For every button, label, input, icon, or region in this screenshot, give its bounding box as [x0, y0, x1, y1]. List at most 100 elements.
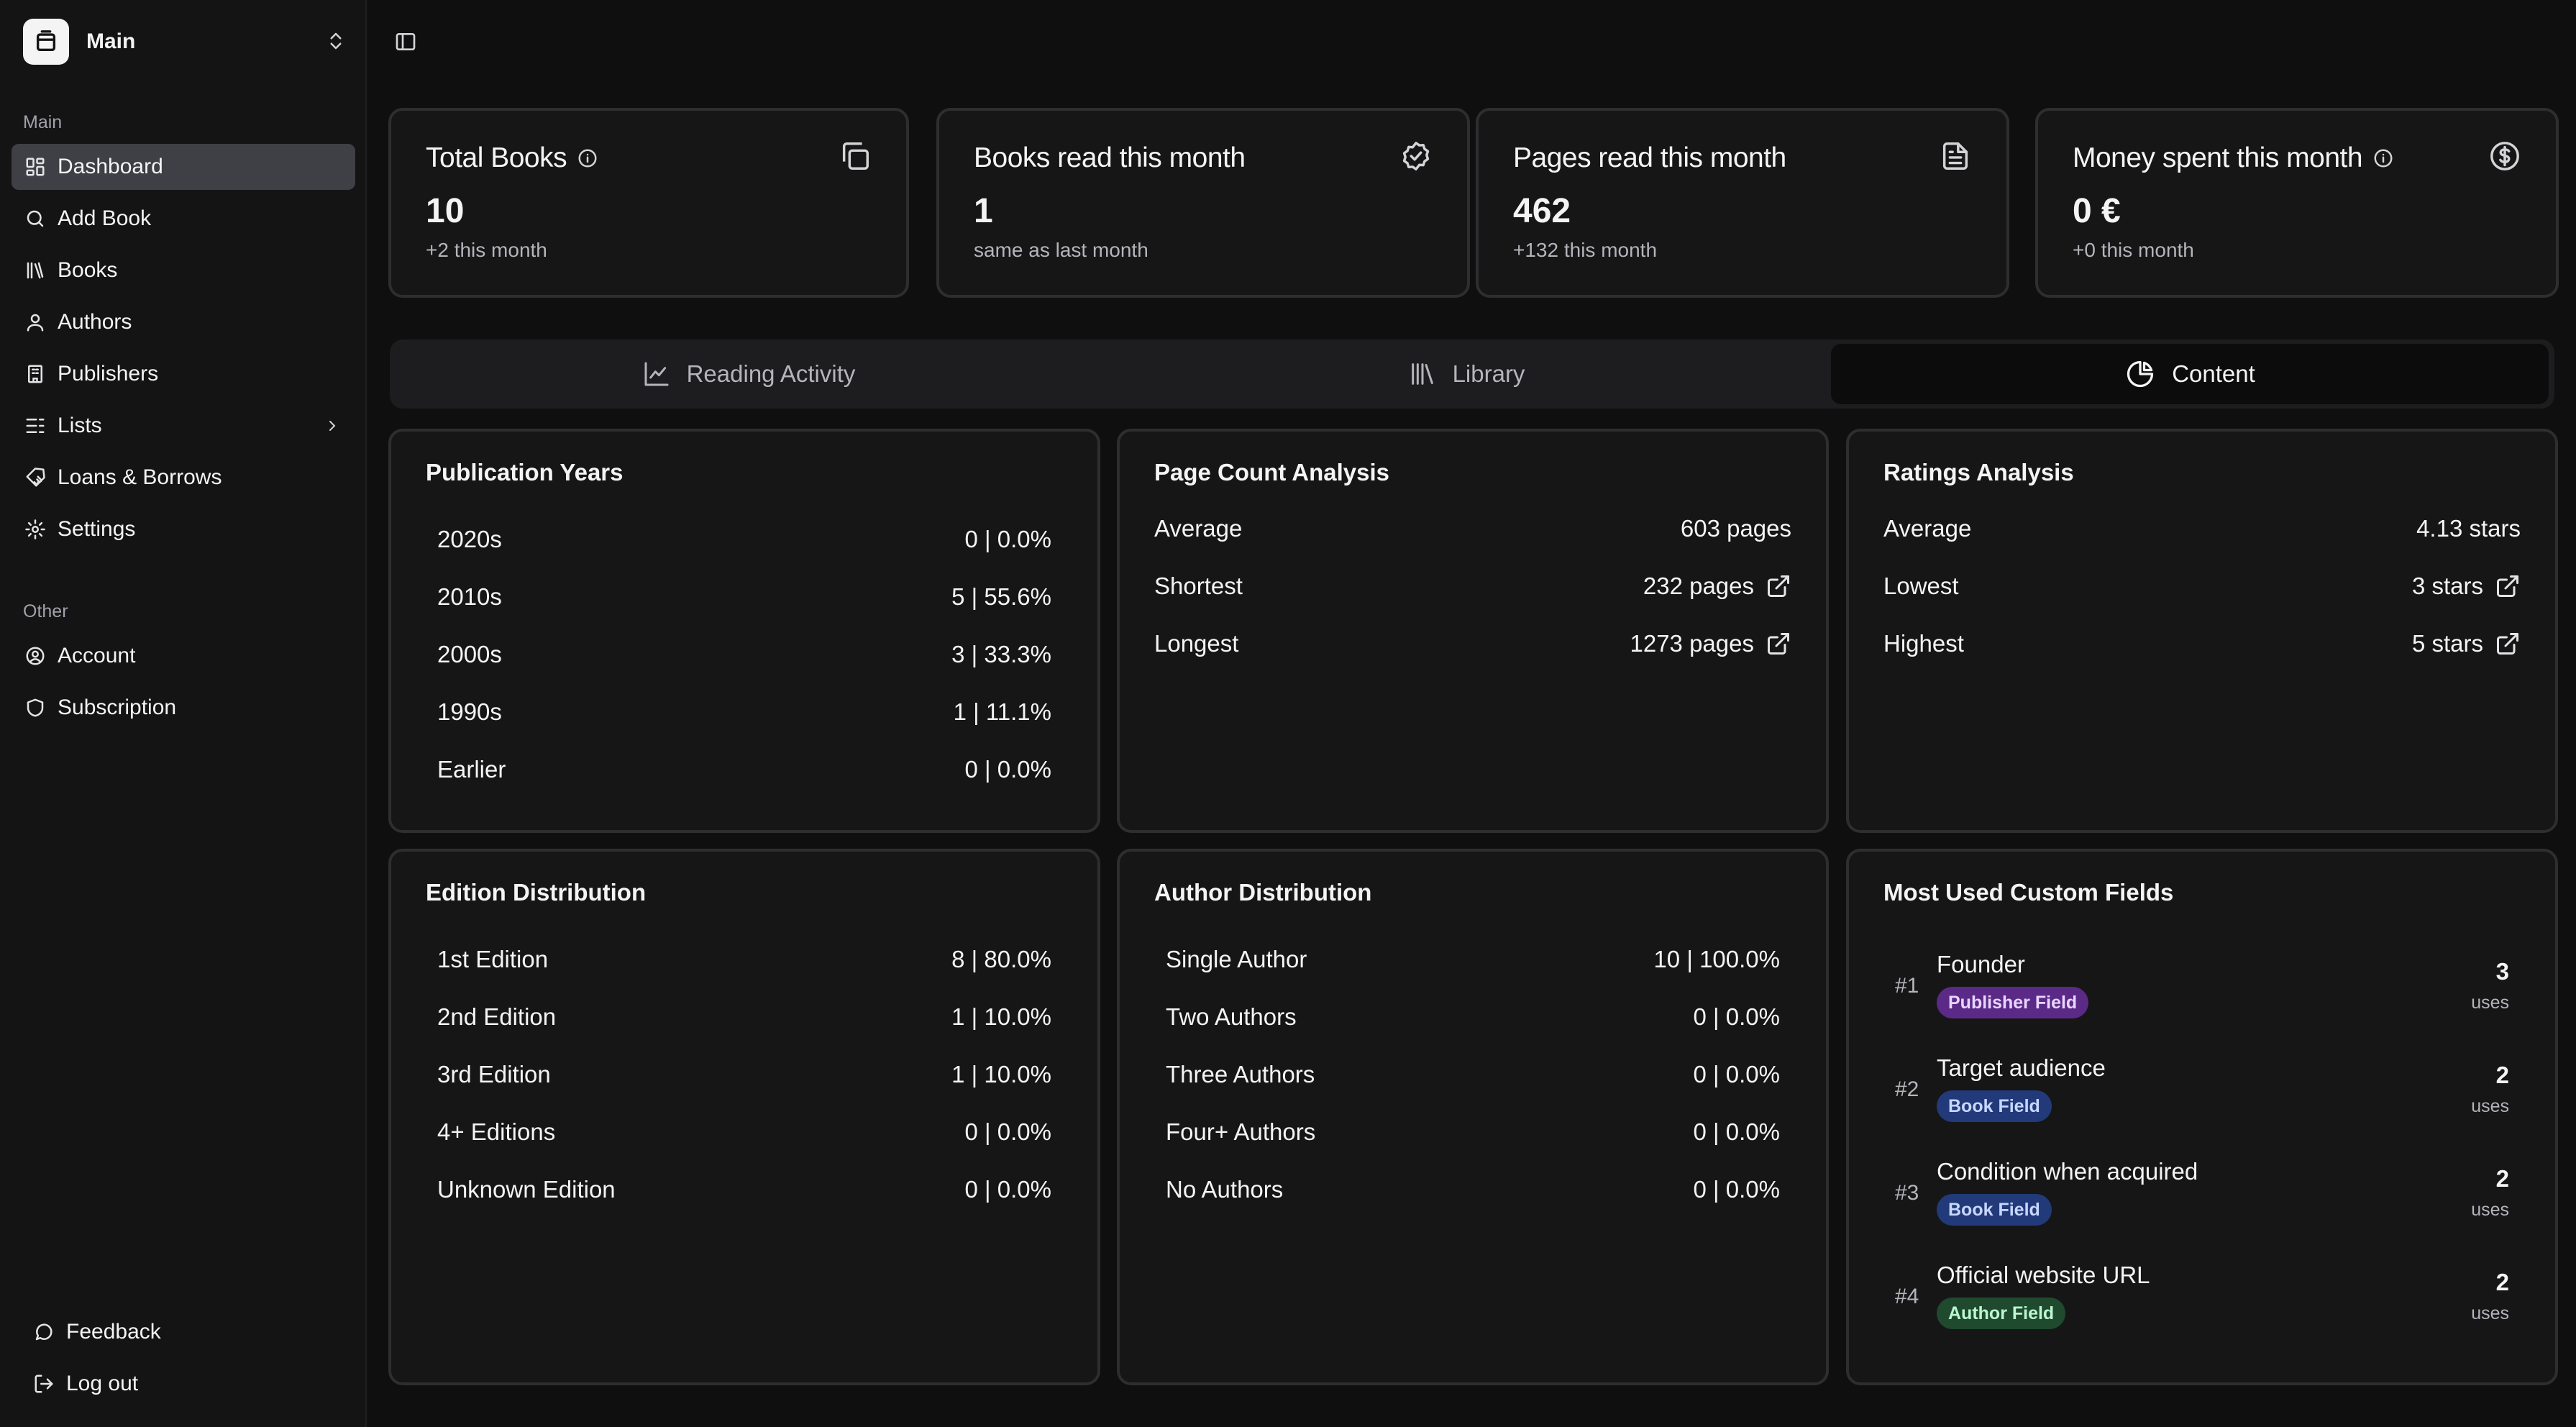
- sidebar-item-publishers[interactable]: Publishers: [12, 351, 355, 397]
- chevrons-up-down-icon[interactable]: [325, 30, 347, 52]
- sidebar-item-label: Add Book: [58, 206, 152, 230]
- pie-chart-icon: [2127, 360, 2154, 388]
- chevron-right-icon: [329, 421, 336, 431]
- sidebar-item-label: Feedback: [66, 1320, 161, 1344]
- stat-value: 0 €: [2073, 192, 2121, 230]
- list-item: 1st Edition 8 | 80.0%: [437, 942, 1051, 977]
- list-item: 3rd Edition 1 | 10.0%: [437, 1057, 1051, 1093]
- stat-subtext: +0 this month: [2073, 239, 2194, 261]
- row-value: 8 | 80.0%: [951, 946, 1051, 972]
- toggle-sidebar-button[interactable]: [394, 30, 417, 53]
- tab-content[interactable]: Content: [1831, 344, 2549, 404]
- tab-library[interactable]: Library: [1112, 344, 1821, 404]
- external-link-icon[interactable]: [1766, 631, 1791, 657]
- custom-fields-panel: Most Used Custom Fields #1 Founder Publi…: [1846, 849, 2558, 1385]
- rank: #3: [1895, 1181, 1919, 1205]
- field-name: Condition when acquired: [1937, 1158, 2198, 1185]
- row-value: 1 | 11.1%: [953, 698, 1051, 725]
- list-item: 2nd Edition 1 | 10.0%: [437, 999, 1051, 1035]
- custom-field-row[interactable]: #2 Target audience Book Field 2 uses: [1895, 1052, 2509, 1131]
- sidebar-item-lists[interactable]: Lists: [12, 403, 355, 449]
- row-label: 4+ Editions: [437, 1118, 556, 1145]
- tab-label: Content: [2172, 360, 2255, 387]
- row-value: 0 | 0.0%: [964, 526, 1051, 552]
- stat-subtext: same as last month: [974, 239, 1148, 261]
- list-item: No Authors 0 | 0.0%: [1166, 1172, 1780, 1208]
- info-icon[interactable]: [577, 147, 598, 169]
- row-label: 3rd Edition: [437, 1061, 551, 1088]
- rank: #4: [1895, 1285, 1919, 1308]
- sidebar: Main Main Dashboard Add Book Books Autho…: [0, 0, 367, 1427]
- workspace-switcher[interactable]: Main: [23, 17, 347, 66]
- stat-card-money-spent: Money spent this month 0 € +0 this month: [2035, 108, 2559, 298]
- other-nav: Account Subscription: [12, 633, 355, 737]
- row-value: 3 stars: [2411, 573, 2483, 599]
- stat-title: Money spent this month: [2073, 142, 2363, 173]
- row-label: Three Authors: [1166, 1061, 1315, 1088]
- building-icon: [28, 365, 42, 383]
- custom-field-row[interactable]: #1 Founder Publisher Field 3 uses: [1895, 948, 2509, 1027]
- dashboard-tabs: Reading Activity Library Content: [390, 339, 2554, 409]
- list-item: Average 4.13 stars: [1883, 511, 2521, 547]
- stat-value: 10: [426, 192, 465, 230]
- row-label: Longest: [1154, 630, 1239, 657]
- sidebar-item-add-book[interactable]: Add Book: [12, 196, 355, 242]
- rank: #1: [1895, 974, 1919, 998]
- use-count: 3: [2495, 958, 2509, 985]
- row-label: Average: [1154, 515, 1243, 542]
- search-icon: [27, 210, 44, 227]
- row-label: Highest: [1883, 630, 1964, 657]
- list-item: 4+ Editions 0 | 0.0%: [437, 1114, 1051, 1150]
- section-label-other: Other: [23, 601, 68, 621]
- line-chart-icon: [644, 362, 669, 386]
- panel-title: Ratings Analysis: [1883, 459, 2074, 485]
- sidebar-item-label: Loans & Borrows: [58, 465, 222, 489]
- sidebar-item-logout[interactable]: Log out: [22, 1361, 345, 1407]
- list-item: Earlier 0 | 0.0%: [437, 752, 1051, 788]
- sidebar-item-authors[interactable]: Authors: [12, 299, 355, 345]
- sidebar-item-books[interactable]: Books: [12, 247, 355, 293]
- sidebar-item-label: Dashboard: [58, 155, 163, 178]
- main-nav: Dashboard Add Book Books Authors Publish…: [12, 144, 355, 558]
- row-value: 0 | 0.0%: [1693, 1118, 1780, 1145]
- row-label: Unknown Edition: [437, 1176, 616, 1203]
- row-label: No Authors: [1166, 1176, 1284, 1203]
- panel-title: Author Distribution: [1154, 879, 1372, 906]
- book-logo-icon: [23, 19, 69, 65]
- row-value: 1273 pages: [1630, 630, 1755, 657]
- external-link-icon[interactable]: [2495, 573, 2521, 599]
- external-link-icon[interactable]: [1766, 573, 1791, 599]
- row-label: 2000s: [437, 641, 502, 667]
- field-type-badge: Book Field: [1937, 1194, 2052, 1226]
- logout-icon: [35, 1374, 53, 1393]
- sidebar-item-loans-borrows[interactable]: Loans & Borrows: [12, 455, 355, 501]
- row-value: 0 | 0.0%: [1693, 1176, 1780, 1203]
- custom-field-row[interactable]: #3 Condition when acquired Book Field 2 …: [1895, 1155, 2509, 1234]
- rank: #2: [1895, 1077, 1919, 1101]
- list-item: 1990s 1 | 11.1%: [437, 694, 1051, 730]
- custom-field-row[interactable]: #4 Official website URL Author Field 2 u…: [1895, 1259, 2509, 1338]
- sidebar-panel-icon: [396, 33, 416, 50]
- panel-title: Edition Distribution: [426, 879, 647, 906]
- row-value: 10 | 100.0%: [1653, 946, 1780, 972]
- list-item: Lowest 3 stars: [1883, 568, 2521, 604]
- info-icon[interactable]: [2372, 147, 2394, 169]
- row-value: 5 stars: [2411, 630, 2483, 657]
- sidebar-item-feedback[interactable]: Feedback: [22, 1309, 345, 1355]
- list-item: 2020s 0 | 0.0%: [437, 521, 1051, 557]
- row-label: Two Authors: [1166, 1003, 1297, 1030]
- field-type-badge: Publisher Field: [1937, 987, 2089, 1018]
- stat-card-pages-read: Pages read this month 462 +132 this mont…: [1476, 108, 2009, 298]
- sidebar-item-subscription[interactable]: Subscription: [12, 685, 355, 731]
- list-item: 2000s 3 | 33.3%: [437, 637, 1051, 673]
- row-label: 1990s: [437, 698, 502, 725]
- sidebar-item-label: Authors: [58, 310, 132, 334]
- list-item: Single Author 10 | 100.0%: [1166, 942, 1780, 977]
- sidebar-item-account[interactable]: Account: [12, 633, 355, 679]
- sidebar-item-dashboard[interactable]: Dashboard: [12, 144, 355, 190]
- sidebar-item-label: Lists: [58, 414, 102, 437]
- external-link-icon[interactable]: [2495, 631, 2521, 657]
- sidebar-item-settings[interactable]: Settings: [12, 506, 355, 552]
- panel-title: Page Count Analysis: [1154, 459, 1390, 485]
- tab-reading-activity[interactable]: Reading Activity: [394, 344, 1103, 404]
